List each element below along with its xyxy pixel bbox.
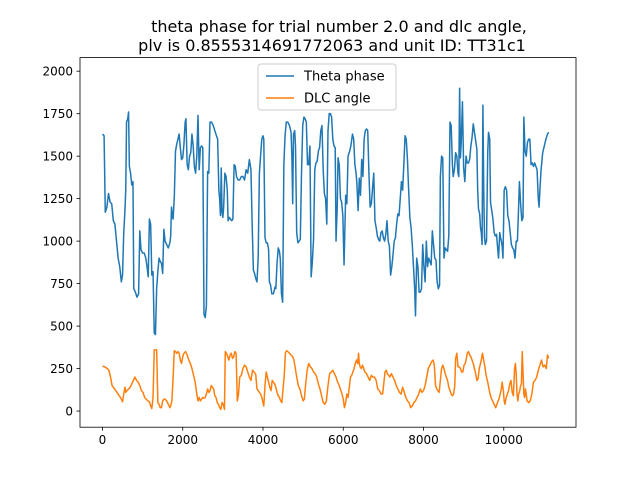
y-tick-label: 1250 xyxy=(42,192,73,206)
y-tick-label: 1500 xyxy=(42,149,73,163)
chart-title-line-2: plv is 0.8555314691772063 and unit ID: T… xyxy=(138,36,526,55)
x-tick-label: 6000 xyxy=(328,433,359,447)
x-tick-label: 8000 xyxy=(408,433,439,447)
y-axis: 0 250 500 750 1000 1250 1500 1750 2000 xyxy=(42,64,80,418)
plot-frame xyxy=(79,57,577,428)
series-line-dlc-angle xyxy=(102,349,550,411)
legend: Theta phase DLC angle xyxy=(257,63,397,111)
y-tick-label: 250 xyxy=(50,362,73,376)
y-tick-label: 1750 xyxy=(42,107,73,121)
y-tick-label: 0 xyxy=(65,404,73,418)
legend-label: DLC angle xyxy=(304,92,371,107)
x-tick-label: 0 xyxy=(99,433,107,447)
y-tick-label: 750 xyxy=(50,277,73,291)
chart-title-line-1: theta phase for trial number 2.0 and dlc… xyxy=(151,17,527,36)
plot-area xyxy=(79,57,577,428)
legend-label: Theta phase xyxy=(303,70,385,85)
x-tick-label: 10000 xyxy=(485,433,523,447)
y-tick-label: 1000 xyxy=(42,234,73,248)
series-line-theta-phase xyxy=(101,87,550,336)
x-tick-label: 4000 xyxy=(248,433,279,447)
y-tick-label: 500 xyxy=(50,319,73,333)
x-axis: 0 2000 4000 6000 8000 10000 xyxy=(99,427,523,447)
x-tick-label: 2000 xyxy=(167,433,198,447)
y-tick-label: 2000 xyxy=(42,64,73,78)
